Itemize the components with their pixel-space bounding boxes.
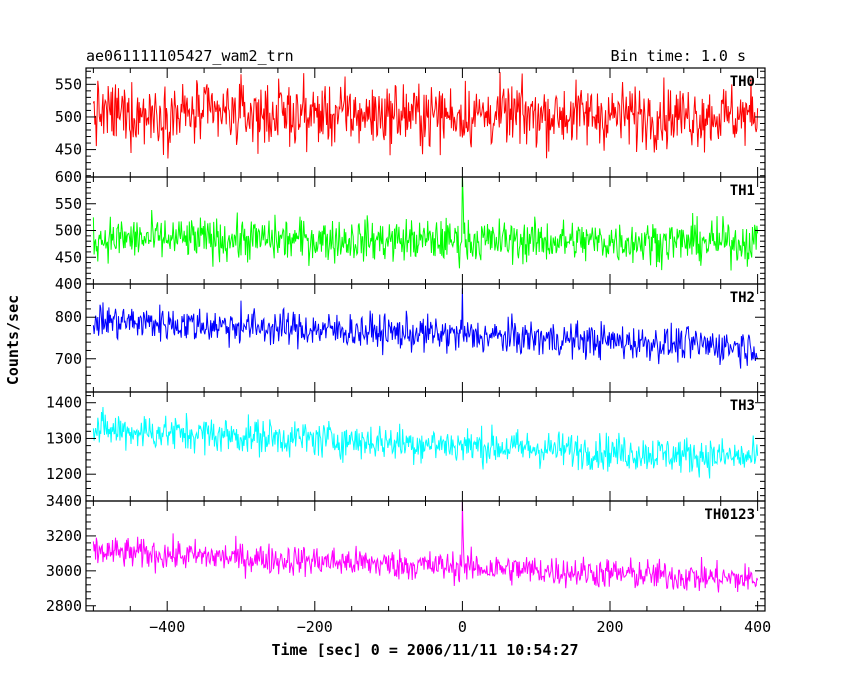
panel-label: TH0 <box>730 74 755 90</box>
y-tick-label: 450 <box>55 248 82 266</box>
y-tick-label: 1200 <box>46 465 82 483</box>
y-tick-label: 800 <box>55 308 82 326</box>
y-tick-label: 550 <box>55 75 82 93</box>
y-tick-label: 500 <box>55 222 82 240</box>
series-line-th0123 <box>92 501 759 593</box>
y-tick-label: 2800 <box>46 597 82 615</box>
y-tick-label: 1300 <box>46 429 82 447</box>
x-tick-label: 200 <box>596 618 623 636</box>
series-line-th3 <box>92 407 759 479</box>
x-tick-label: 0 <box>458 618 467 636</box>
panel-frame <box>85 283 766 393</box>
y-tick-label: 1400 <box>46 394 82 412</box>
y-tick-label: 3000 <box>46 562 82 580</box>
panel-th0: 450 500 550 TH0 <box>55 67 766 178</box>
y-tick-label: 3200 <box>46 527 82 545</box>
panel-th3: 1200 1300 1400 TH3 <box>46 391 766 502</box>
y-tick-label: 600 <box>55 168 82 186</box>
chart-title: ae061111105427_wam2_trn <box>86 47 294 65</box>
series-line-th1 <box>92 177 759 271</box>
y-tick-label: 500 <box>55 108 82 126</box>
panel-th2: 700 800 TH2 <box>55 283 766 393</box>
panel-label: TH2 <box>730 290 755 306</box>
x-tick-label: 400 <box>744 618 771 636</box>
x-tick-label: −200 <box>297 618 333 636</box>
y-tick-label: 400 <box>55 275 82 293</box>
y-tick-label: 3400 <box>46 492 82 510</box>
panel-th0123: 2800 3000 3200 3400 TH0123 <box>46 492 766 615</box>
y-axis-title: Counts/sec <box>4 295 22 385</box>
panel-label: TH1 <box>730 183 755 199</box>
x-axis-title: Time [sec] 0 = 2006/11/11 10:54:27 <box>271 641 578 659</box>
y-tick-label: 450 <box>55 141 82 159</box>
panel-frame <box>85 176 766 285</box>
panel-label: TH3 <box>730 398 755 414</box>
series-line-th2 <box>92 288 759 369</box>
panel-th1: 400 450 500 550 600 TH1 <box>55 168 766 293</box>
bin-time-label: Bin time: 1.0 s <box>611 47 746 65</box>
x-axis: −400 −200 0 200 400 <box>149 618 771 636</box>
panel-label: TH0123 <box>704 507 755 523</box>
panels-group: 450 500 550 TH0 400 450 500 550 600 TH1 700 800 TH2 1… <box>46 67 766 615</box>
y-tick-label: 700 <box>55 350 82 368</box>
x-tick-label: −400 <box>149 618 185 636</box>
series-line-th0 <box>92 72 759 159</box>
y-tick-label: 550 <box>55 195 82 213</box>
